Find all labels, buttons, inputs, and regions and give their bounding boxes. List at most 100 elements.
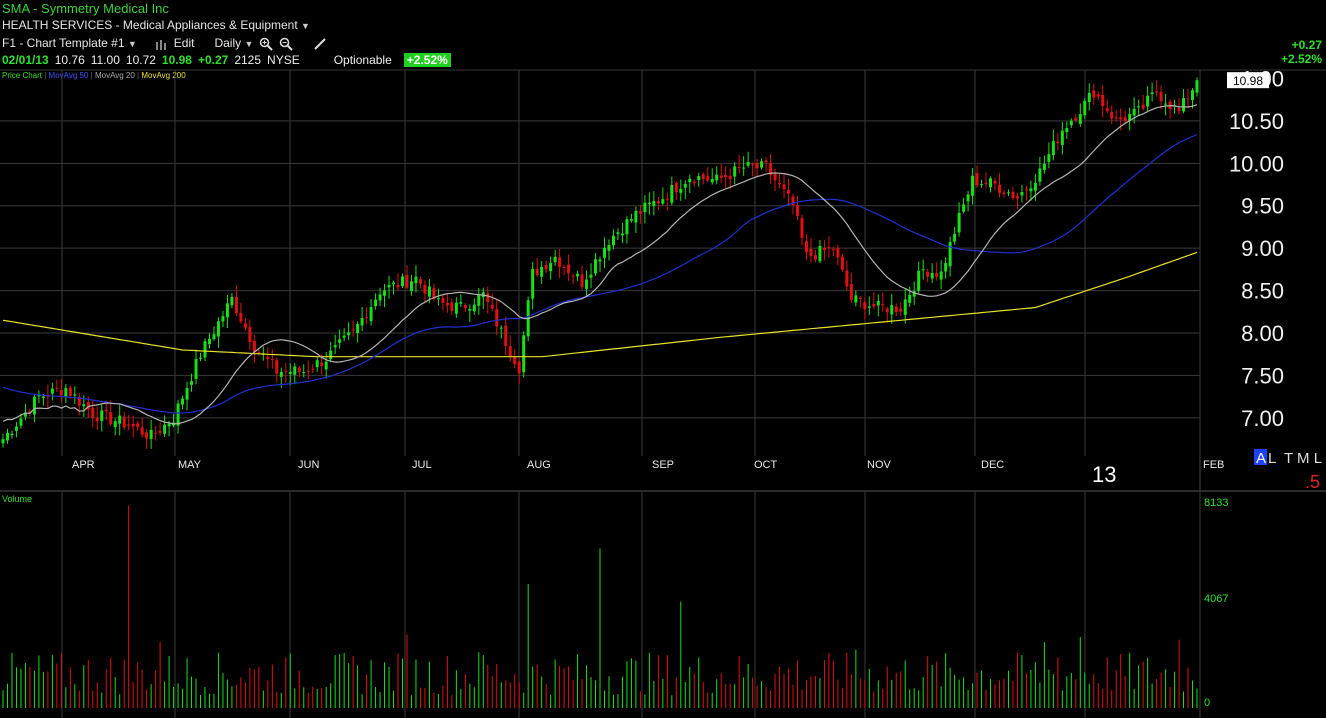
candle-body	[445, 302, 449, 306]
candle-body	[769, 163, 773, 176]
period-select[interactable]: Daily ▼	[214, 36, 254, 51]
candle-body	[917, 270, 921, 291]
candle-body	[939, 271, 943, 280]
candle-body	[908, 294, 912, 303]
candle-body	[1119, 117, 1123, 120]
legend-price-chart: Price Chart	[2, 71, 43, 80]
candle-body	[1155, 91, 1159, 93]
candle-body	[1047, 154, 1051, 162]
edit-button[interactable]: Edit	[173, 36, 195, 51]
legend-ma20: MovAvg 20	[94, 71, 135, 80]
candle-body	[966, 194, 970, 202]
candle-body	[436, 298, 440, 300]
candle-body	[840, 256, 844, 270]
candle-body	[1038, 168, 1042, 182]
candle-body	[746, 162, 750, 166]
candle-body	[562, 267, 566, 269]
quote-close: 10.98	[161, 53, 192, 67]
candle-body	[1015, 196, 1019, 199]
candle-body	[32, 396, 36, 415]
candle-body	[1029, 188, 1033, 192]
candle-body	[791, 196, 795, 206]
ma50-line	[2, 133, 1198, 414]
candle-body	[971, 175, 975, 196]
candle-body	[387, 284, 391, 288]
candle-body	[1087, 92, 1091, 103]
candle-body	[836, 248, 840, 258]
candle-body	[813, 255, 817, 260]
company-name: Symmetry Medical Inc	[41, 1, 169, 16]
candle-body	[683, 183, 687, 188]
candle-body	[737, 166, 741, 168]
candle-body	[679, 188, 683, 193]
candle-body	[544, 264, 548, 270]
quote-volume: 2125	[234, 53, 262, 67]
legend-ma50: MovAvg 50	[48, 71, 89, 80]
candle-body	[773, 174, 777, 181]
candle-body	[701, 174, 705, 179]
right-change-value: +0.27	[1291, 38, 1322, 52]
candle-body	[1065, 128, 1069, 132]
candle-body	[234, 296, 238, 314]
month-label: OCT	[754, 459, 778, 471]
candle-body	[100, 410, 104, 421]
candle-body	[73, 394, 77, 396]
candle-body	[378, 294, 382, 301]
candle-body	[450, 302, 454, 311]
candle-body	[468, 308, 472, 311]
candle-body	[782, 184, 786, 190]
candle-body	[5, 432, 9, 441]
template-select[interactable]: F1 - Chart Template #1 ▼	[2, 36, 137, 51]
candle-body	[194, 359, 198, 379]
draw-pen-icon[interactable]	[313, 36, 327, 51]
candle-body	[571, 275, 575, 277]
candle-body	[463, 304, 467, 309]
candle-body	[248, 327, 252, 342]
candle-body	[427, 286, 431, 297]
candle-body	[252, 340, 256, 352]
candle-body	[118, 415, 122, 424]
candle-body	[620, 233, 624, 236]
candle-body	[324, 361, 328, 370]
candle-body	[1006, 192, 1010, 194]
candle-body	[1186, 98, 1190, 100]
candle-body	[625, 219, 629, 235]
candle-body	[19, 418, 23, 426]
candle-body	[1002, 192, 1006, 195]
candle-body	[59, 389, 63, 396]
candle-body	[787, 189, 791, 194]
candle-body	[113, 421, 117, 428]
ma200-line	[2, 251, 1198, 358]
candle-body	[715, 174, 719, 181]
chevron-down-icon[interactable]: ▼	[301, 21, 310, 31]
sector-row[interactable]: HEALTH SERVICES - Medical Appliances & E…	[2, 18, 310, 32]
zoom-out-icon[interactable]	[279, 36, 294, 51]
candle-body	[68, 387, 72, 396]
candle-body	[279, 372, 283, 377]
candle-body	[230, 296, 234, 306]
volume-label: Volume	[2, 494, 32, 504]
chevron-down-icon: ▼	[127, 39, 137, 50]
candle-body	[863, 302, 867, 310]
candle-body	[1132, 108, 1136, 116]
candle-body	[764, 160, 768, 163]
candle-body	[185, 388, 189, 400]
candle-body	[890, 305, 894, 315]
candle-body	[531, 268, 535, 299]
candle-body	[867, 306, 871, 308]
candle-body	[342, 335, 346, 338]
candle-body	[127, 424, 131, 426]
candle-body	[396, 284, 400, 288]
candle-body	[944, 263, 948, 272]
price-tick-label: 8.50	[1241, 279, 1284, 304]
candle-body	[383, 290, 387, 296]
candle-body	[742, 167, 746, 169]
candle-body	[82, 404, 86, 407]
candle-body	[661, 199, 665, 204]
candle-body	[1191, 90, 1195, 101]
zoom-in-icon[interactable]	[259, 36, 274, 51]
candle-body	[885, 308, 889, 313]
candle-body	[243, 323, 247, 328]
candle-body	[499, 327, 503, 329]
candle-body	[589, 274, 593, 278]
